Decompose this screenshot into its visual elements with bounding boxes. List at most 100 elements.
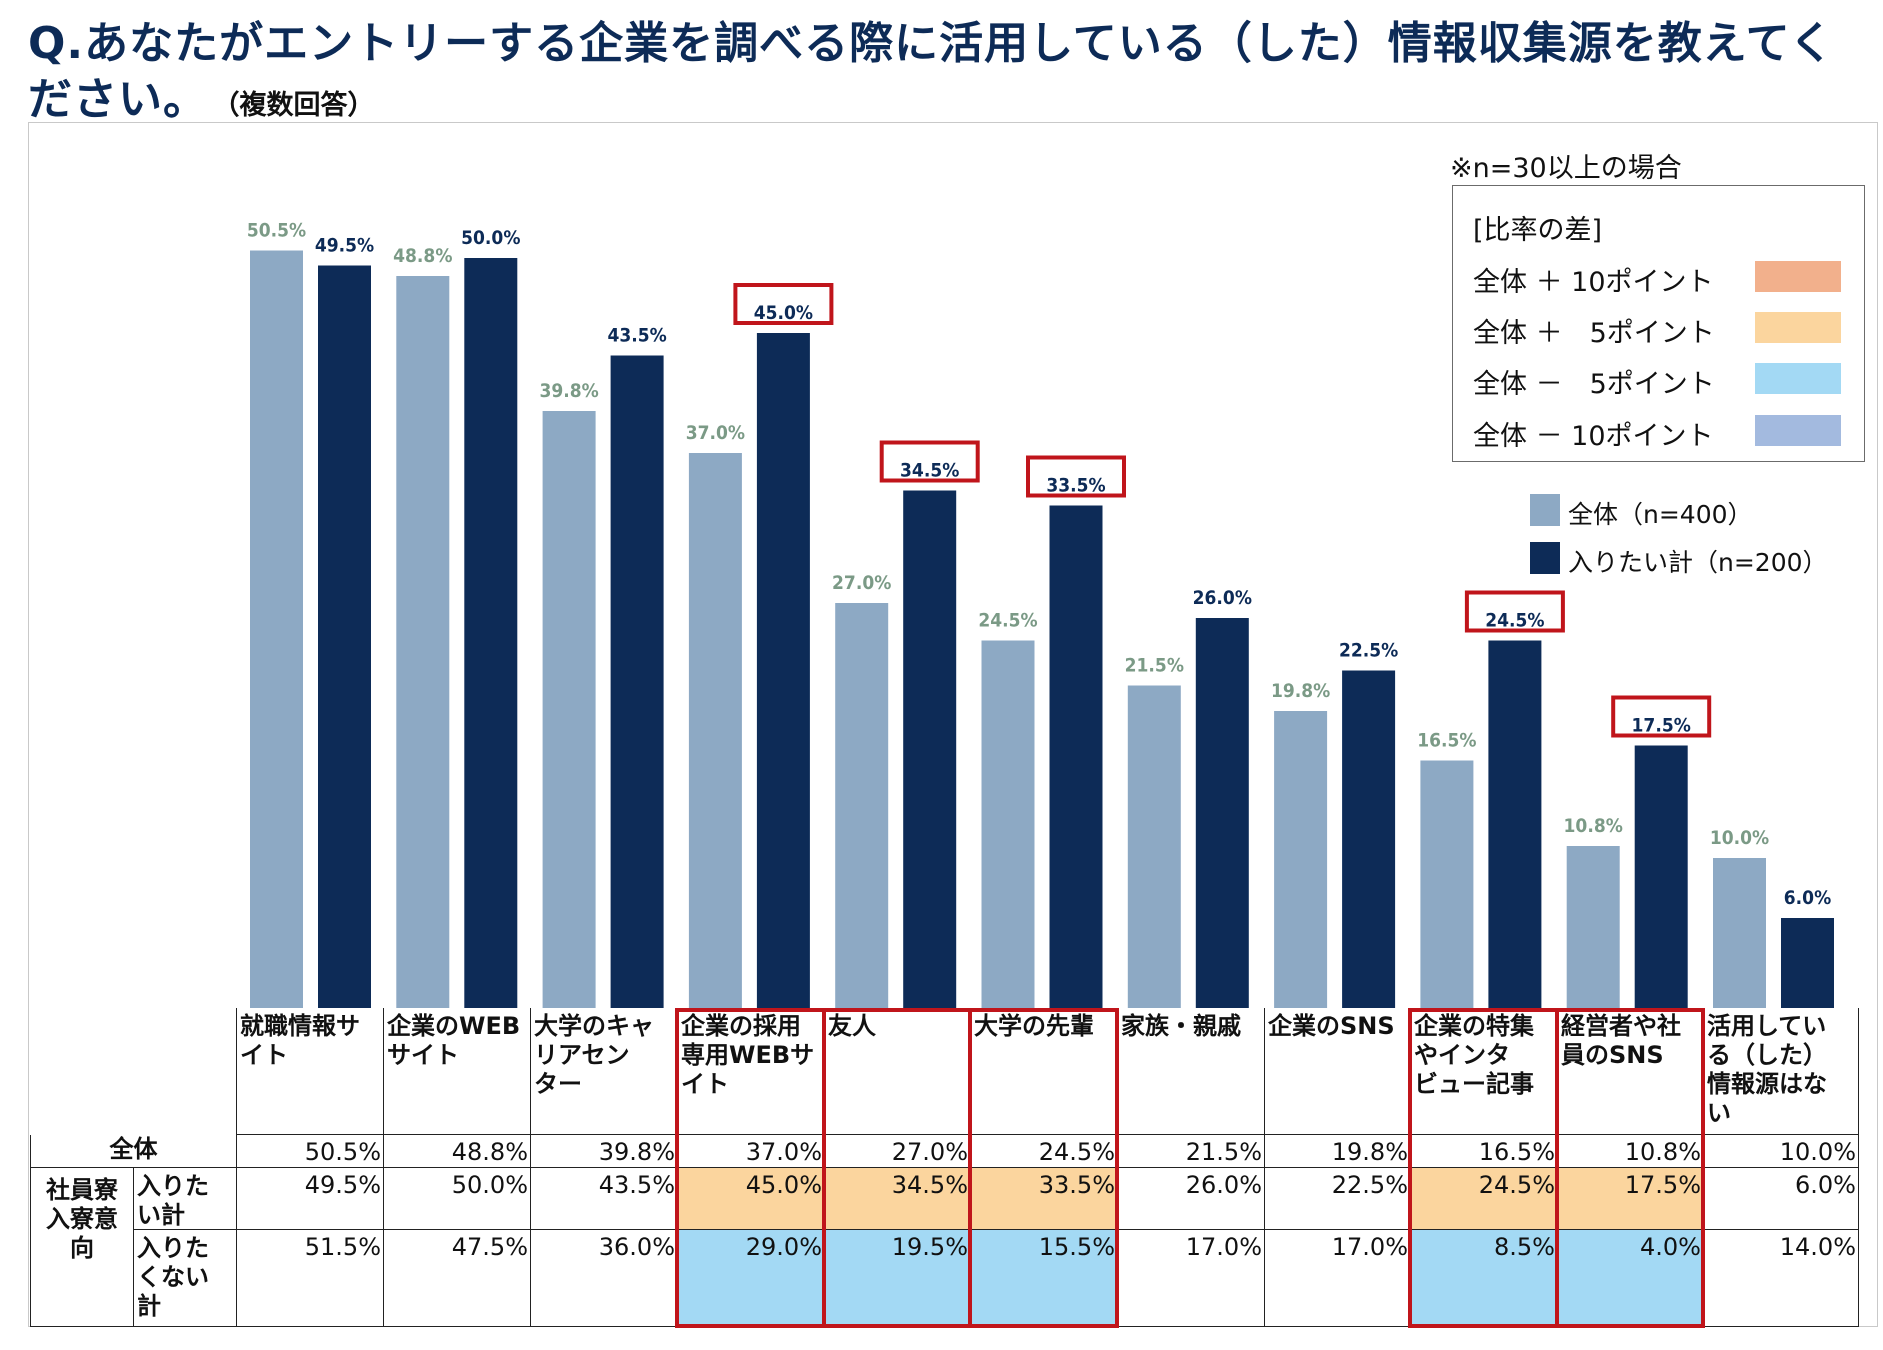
- bar-want-6: [1195, 618, 1249, 1008]
- row-label-want: 入りた い計: [134, 1168, 236, 1230]
- value-text: 14.0%: [1779, 1233, 1856, 1261]
- bar-chart: 50.5% 49.5% 48.8% 50.0% 39.8% 43.5% 37.0% 45.0%…: [247, 220, 1834, 1008]
- value-cell: 50.0%: [383, 1168, 530, 1230]
- category-cell-3: 企業の採用 専用WEBサ イト: [677, 1008, 824, 1135]
- row-label-text: 計: [137, 1292, 161, 1320]
- value-text: 16.5%: [1478, 1138, 1555, 1166]
- row-group-text: 向: [70, 1234, 94, 1262]
- value-cell: 8.5%: [1410, 1230, 1557, 1327]
- row-label-text: 入りた: [137, 1172, 209, 1200]
- category-cell-6: 家族・親戚: [1117, 1008, 1264, 1135]
- data-label: 34.5%: [900, 460, 959, 482]
- value-text: 17.0%: [1331, 1233, 1408, 1261]
- value-text: 15.5%: [1038, 1233, 1115, 1261]
- category-cell-1: 企業のWEB サイト: [383, 1008, 530, 1135]
- category-cell-5: 大学の先輩: [970, 1008, 1117, 1135]
- value-cell: 14.0%: [1703, 1230, 1859, 1327]
- category-label: 企業の採用: [681, 1012, 801, 1040]
- table-highlight-box: [822, 1008, 972, 1328]
- value-text: 24.5%: [1038, 1138, 1115, 1166]
- value-cell: 51.5%: [236, 1230, 383, 1327]
- table-highlight-box: [1555, 1008, 1705, 1328]
- category-label: イト: [240, 1041, 288, 1069]
- value-text: 22.5%: [1331, 1171, 1408, 1199]
- highlight-box: [879, 440, 980, 483]
- value-text: 45.0%: [745, 1171, 822, 1199]
- value-cell: 22.5%: [1264, 1168, 1410, 1230]
- category-cell-2: 大学のキャ リアセン ター: [530, 1008, 677, 1135]
- value-cell: 21.5%: [1117, 1135, 1264, 1168]
- bar-all-1: [396, 276, 450, 1008]
- legend-label: 全体 － 10ポイント: [1473, 421, 1714, 452]
- category-label: 大学のキャ: [534, 1012, 654, 1040]
- bar-want-4: [903, 490, 957, 1008]
- value-text: 43.5%: [598, 1171, 675, 1199]
- value-cell: 49.5%: [236, 1168, 383, 1230]
- data-label: 48.8%: [393, 245, 452, 267]
- legend-swatch: [1755, 415, 1841, 446]
- value-text: 37.0%: [745, 1138, 822, 1166]
- legend-swatch: [1755, 312, 1841, 343]
- category-label: サイト: [387, 1041, 459, 1069]
- highlight-box: [733, 283, 834, 325]
- value-text: 50.5%: [304, 1138, 381, 1166]
- highlight-box: [1464, 590, 1565, 633]
- row-label-all: 全体: [30, 1135, 236, 1168]
- row-label-not-want: 入りた くない計: [134, 1230, 236, 1327]
- bar-want-3: [756, 333, 810, 1008]
- value-cell: 19.8%: [1264, 1135, 1410, 1168]
- legend-item-plus10: 全体 ＋ 10ポイント: [1473, 258, 1846, 298]
- data-label: 37.0%: [686, 422, 745, 444]
- category-cell-0: 就職情報サ イト: [236, 1008, 383, 1135]
- legend-item-minus5: 全体 － 5ポイント: [1473, 360, 1846, 400]
- value-cell: 26.0%: [1117, 1168, 1264, 1230]
- value-cell: 10.0%: [1703, 1135, 1859, 1168]
- value-text: 36.0%: [598, 1233, 675, 1261]
- value-text: 6.0%: [1795, 1171, 1856, 1199]
- bar-all-0: [250, 250, 303, 1008]
- multiple-answer-note: （複数回答）: [226, 90, 375, 121]
- bar-want-2: [610, 355, 664, 1008]
- row-label-text: 全体: [109, 1135, 158, 1163]
- legend-swatch: [1530, 494, 1560, 526]
- highlight-box: [1026, 455, 1126, 498]
- value-text: 34.5%: [891, 1171, 968, 1199]
- bar-all-2: [542, 411, 596, 1008]
- bar-want-0: [318, 265, 371, 1008]
- bar-want-8: [1488, 640, 1542, 1008]
- category-label: イト: [681, 1070, 729, 1098]
- row-group-dorm: 社員寮 入寮意向: [30, 1168, 134, 1327]
- value-cell: 6.0%: [1703, 1168, 1859, 1230]
- bar-want-7: [1342, 670, 1396, 1008]
- legend-label: 入りたい計（n=200）: [1568, 548, 1828, 577]
- category-label: 友人: [828, 1012, 876, 1040]
- value-cell: 29.0%: [677, 1230, 824, 1327]
- value-text: 8.5%: [1494, 1233, 1555, 1261]
- value-cell: 17.0%: [1117, 1230, 1264, 1327]
- data-label: 24.5%: [978, 610, 1037, 632]
- value-text: 29.0%: [745, 1233, 822, 1261]
- sample-size-note: ※n=30以上の場合: [1450, 153, 1682, 184]
- data-label: 17.5%: [1632, 715, 1691, 737]
- value-cell: 45.0%: [677, 1168, 824, 1230]
- data-label: 50.0%: [461, 227, 520, 249]
- category-cell-10: 活用してい る（した） 情報源はない: [1703, 1008, 1859, 1135]
- data-label: 50.5%: [247, 220, 306, 242]
- category-label: 員のSNS: [1561, 1041, 1664, 1069]
- value-text: 47.5%: [451, 1233, 528, 1261]
- difference-legend-header: [比率の差]: [1473, 215, 1603, 246]
- category-label: 専用WEBサ: [681, 1041, 815, 1069]
- value-cell: 37.0%: [677, 1135, 824, 1168]
- value-cell: 36.0%: [530, 1230, 677, 1327]
- data-label: 26.0%: [1193, 587, 1252, 609]
- legend-label: 全体 ＋ 5ポイント: [1473, 318, 1715, 349]
- bar-want-9: [1634, 745, 1688, 1008]
- value-cell: 24.5%: [1410, 1168, 1557, 1230]
- bar-want-5: [1049, 505, 1103, 1008]
- data-table: 就職情報サ イト 企業のWEB サイト 大学のキャ リアセン ター 企業の採用 専用WEBサ イト…: [30, 1008, 1859, 1328]
- value-cell: 48.8%: [383, 1135, 530, 1168]
- category-label: やインタ: [1414, 1041, 1510, 1069]
- bar-all-7: [1274, 711, 1328, 1008]
- legend-label: 全体 ＋ 10ポイント: [1473, 267, 1714, 298]
- value-text: 17.0%: [1185, 1233, 1262, 1261]
